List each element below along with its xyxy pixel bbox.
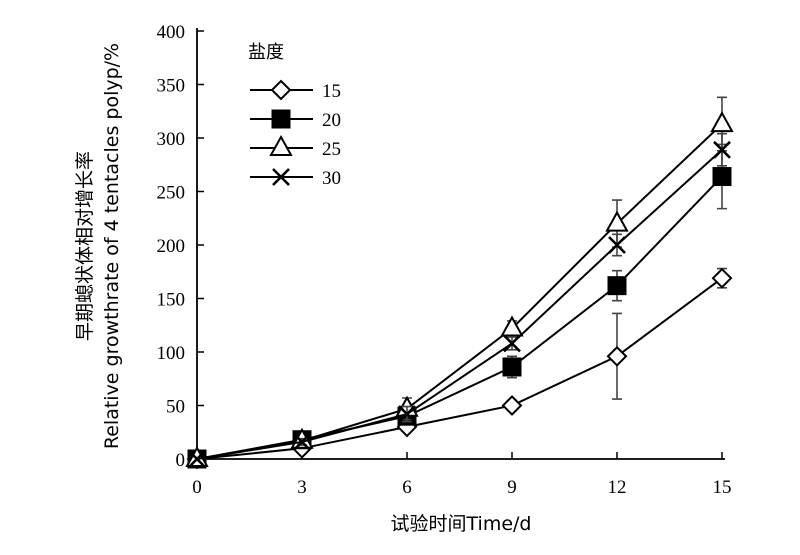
series-line	[196, 123, 723, 460]
legend-marker	[272, 168, 290, 186]
y-tick-label: 150	[157, 290, 186, 311]
data-point	[293, 432, 311, 451]
data-point	[607, 276, 627, 296]
series-line	[196, 149, 723, 460]
x-tick-label: 6	[402, 477, 412, 498]
data-point	[608, 236, 626, 254]
data-point	[501, 395, 523, 416]
legend-item: 15	[250, 79, 341, 102]
x-tick-label: 3	[297, 477, 307, 498]
y-tick-label: 0	[176, 450, 186, 471]
legend-marker	[271, 109, 291, 129]
x-axis-title: 试验时间Time/d	[391, 513, 532, 535]
data-point	[502, 357, 522, 377]
data-point	[500, 315, 524, 337]
y-tick-label: 300	[157, 129, 186, 150]
y-tick-label: 50	[166, 397, 185, 418]
data-point	[605, 210, 629, 232]
y-tick-label: 100	[157, 343, 186, 364]
data-point	[711, 267, 733, 289]
plot-area	[185, 96, 734, 470]
series-25	[185, 96, 734, 467]
legend-item: 20	[250, 109, 341, 131]
y-axis-title-cn: 早期螅状体相对增长率	[74, 151, 96, 341]
legend-label: 25	[322, 139, 341, 160]
data-point	[185, 445, 209, 467]
x-tick-label: 12	[608, 477, 627, 498]
data-point	[188, 450, 206, 468]
legend-label: 30	[322, 168, 341, 189]
x-tick-label: 15	[713, 477, 732, 498]
legend-label: 15	[322, 81, 341, 102]
legend-label: 20	[322, 110, 341, 131]
y-tick-label: 200	[157, 236, 186, 257]
y-tick-label: 250	[157, 183, 186, 204]
data-point	[398, 405, 416, 423]
ticks: 0 50 100 150 200 250 300 350 400 0 3 6 9 12 15	[157, 22, 732, 498]
legend: 盐度 15 20 25 30	[248, 42, 341, 189]
legend-item: 30	[250, 168, 341, 189]
data-point	[710, 111, 734, 133]
data-point	[713, 140, 731, 159]
y-tick-label: 400	[157, 22, 186, 43]
x-tick-label: 9	[507, 477, 517, 498]
x-tick-label: 0	[192, 477, 202, 498]
legend-marker	[269, 134, 293, 156]
y-axis-title-en: Relative growthrate of 4 tentacles polyp…	[101, 43, 123, 449]
series-30	[188, 132, 731, 468]
data-point	[606, 345, 628, 367]
series-line	[196, 277, 723, 460]
data-point	[503, 334, 521, 353]
legend-title: 盐度	[248, 42, 284, 63]
y-tick-label: 350	[157, 76, 186, 97]
legend-marker	[270, 79, 292, 101]
axes	[196, 28, 725, 460]
legend-item: 25	[250, 134, 341, 160]
data-point	[712, 167, 732, 187]
